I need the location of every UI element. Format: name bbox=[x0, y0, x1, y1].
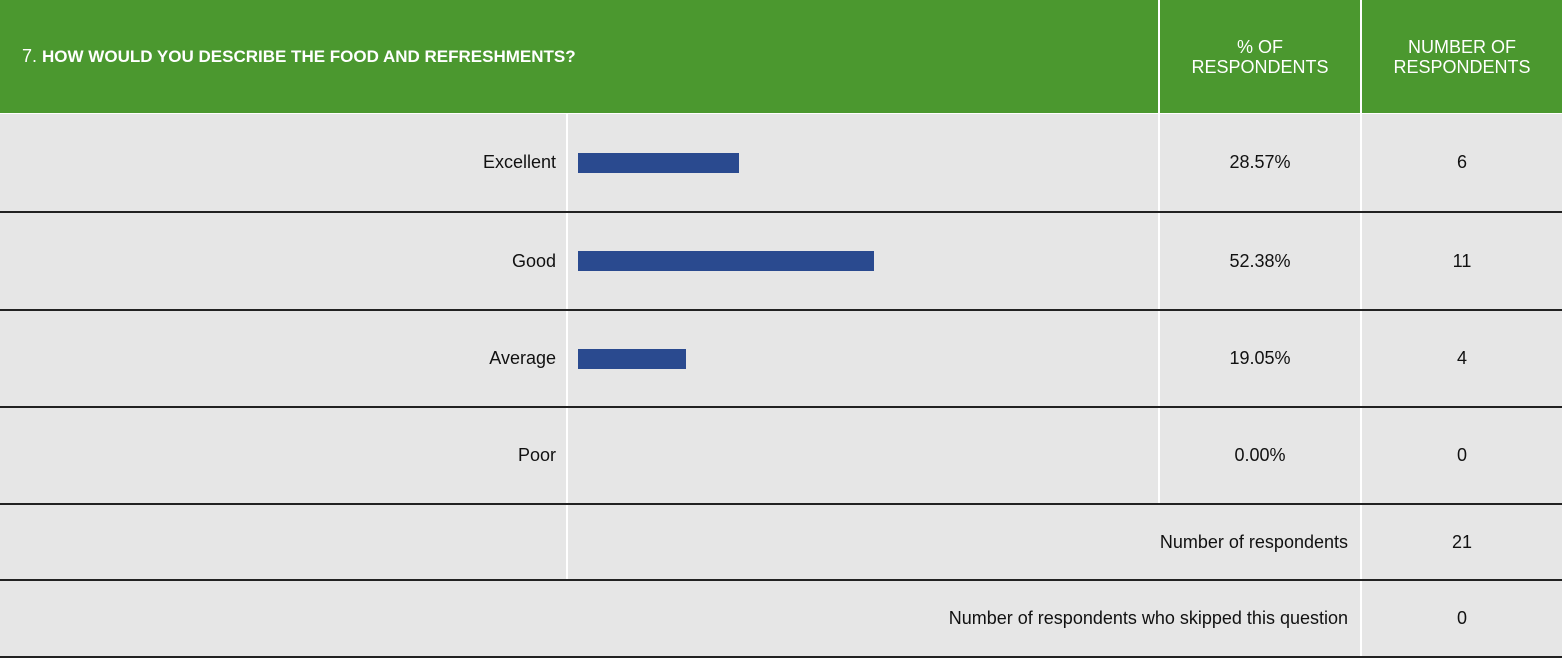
row-rule bbox=[0, 579, 1562, 581]
label-cell: Excellent bbox=[0, 114, 566, 211]
count-cell: 4 bbox=[1362, 311, 1562, 406]
count-cell: 6 bbox=[1362, 114, 1562, 211]
count-heading: NUMBER OF RESPONDENTS bbox=[1393, 36, 1531, 77]
question-cell: 7. HOW WOULD YOU DESCRIBE THE FOOD AND R… bbox=[0, 0, 1158, 113]
label-cell: Average bbox=[0, 311, 566, 406]
percent-cell: 28.57% bbox=[1160, 114, 1360, 211]
bar bbox=[578, 152, 740, 173]
question-number: 7. bbox=[22, 46, 38, 66]
bar-cell bbox=[568, 408, 1158, 503]
row-rule bbox=[0, 656, 1562, 658]
row-rule bbox=[0, 211, 1562, 213]
row-rule bbox=[0, 503, 1562, 505]
label-cell: Good bbox=[0, 213, 566, 309]
percent-heading-cell: % OF RESPONDENTS bbox=[1160, 0, 1360, 113]
question-text: HOW WOULD YOU DESCRIBE THE FOOD AND REFR… bbox=[42, 46, 576, 66]
count-heading-cell: NUMBER OF RESPONDENTS bbox=[1362, 0, 1562, 113]
count-cell: 0 bbox=[1362, 408, 1562, 503]
percent-cell: 0.00% bbox=[1160, 408, 1360, 503]
summary-count: 21 bbox=[1362, 505, 1562, 579]
percent-heading: % OF RESPONDENTS bbox=[1191, 36, 1329, 77]
label-cell: Poor bbox=[0, 408, 566, 503]
count-cell: 11 bbox=[1362, 213, 1562, 309]
blank-cell bbox=[0, 505, 566, 579]
percent-cell: 19.05% bbox=[1160, 311, 1360, 406]
summary-count: 0 bbox=[1362, 581, 1562, 656]
bar bbox=[578, 348, 686, 369]
row-rule bbox=[0, 406, 1562, 408]
percent-cell: 52.38% bbox=[1160, 213, 1360, 309]
row-rule bbox=[0, 309, 1562, 311]
summary-label: Number of respondents bbox=[568, 505, 1360, 579]
bar bbox=[578, 251, 874, 271]
summary-label: Number of respondents who skipped this q… bbox=[0, 581, 1360, 656]
